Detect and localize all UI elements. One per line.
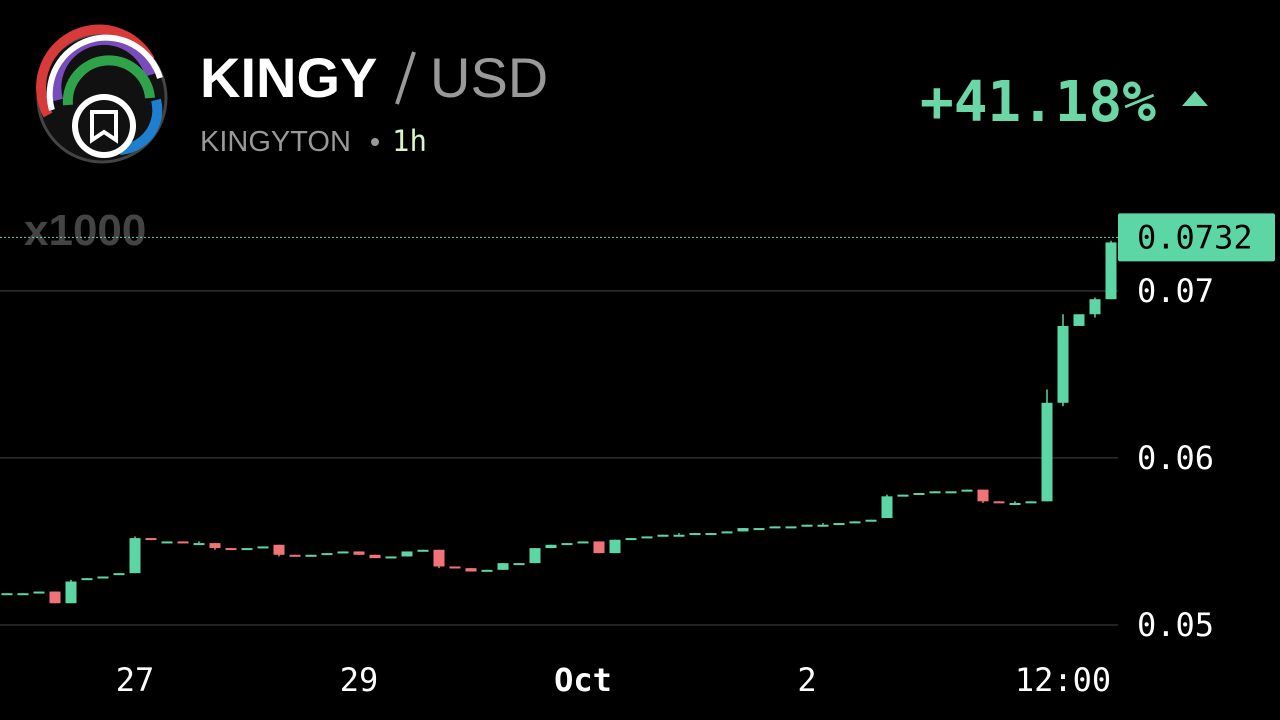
candle-body: [353, 551, 365, 555]
x-tick-label: Oct: [554, 661, 612, 699]
candle-body: [81, 578, 93, 581]
candle-body: [225, 548, 237, 551]
candle-body: [209, 543, 221, 549]
candle-body: [929, 491, 941, 494]
candle-body: [1057, 325, 1069, 403]
candle-body: [273, 544, 285, 555]
candle-body: [881, 496, 893, 519]
candle-body: [849, 521, 861, 524]
candle-body: [449, 566, 461, 569]
candle-body: [897, 494, 909, 497]
candle-body: [401, 551, 413, 557]
candle-body: [801, 524, 813, 527]
candle-body: [257, 546, 269, 549]
last-price-box: [1118, 213, 1275, 262]
dot-separator: [371, 138, 379, 146]
base-symbol: KINGY: [200, 46, 377, 109]
candle-body: [385, 556, 397, 559]
candle-body: [1041, 402, 1053, 502]
x-tick-label: 12:00: [1015, 661, 1111, 699]
candle-body: [1089, 299, 1101, 315]
candle-body: [817, 524, 829, 527]
candle-body: [1073, 314, 1085, 326]
candle-body: [785, 526, 797, 529]
candle-body: [609, 539, 621, 554]
candle-body: [865, 519, 877, 522]
candle-body: [1, 593, 13, 596]
token-name: KINGYTON: [200, 126, 351, 158]
candle-body: [33, 591, 45, 594]
candle-body: [673, 534, 685, 537]
y-tick-label: 0.07: [1137, 272, 1214, 310]
candle-body: [161, 541, 173, 544]
candle-body: [513, 563, 525, 566]
candle-body: [961, 489, 973, 492]
candle-body: [129, 538, 141, 574]
candle-body: [65, 581, 77, 604]
candle-body: [833, 523, 845, 526]
candle-body: [705, 533, 717, 536]
candle-body: [17, 593, 29, 596]
change-arrow: [1182, 91, 1208, 106]
last-price-label: 0.0732: [1137, 218, 1253, 256]
candle-body: [593, 541, 605, 554]
candle-body: [433, 549, 445, 567]
candle-body: [913, 492, 925, 495]
x-tick-label: 29: [340, 661, 379, 699]
candle-body: [641, 536, 653, 539]
candle-body: [721, 531, 733, 534]
candle-body: [481, 569, 493, 572]
candle-body: [337, 551, 349, 554]
candle-body: [177, 541, 189, 544]
candle-body: [577, 541, 589, 544]
candle-body: [305, 554, 317, 557]
candle-body: [737, 528, 749, 532]
candle-body: [241, 548, 253, 551]
price-change: +41.18%: [920, 70, 1156, 135]
watermark: x1000: [24, 206, 146, 255]
candle-body: [545, 544, 557, 549]
candle-body: [993, 501, 1005, 504]
x-tick-label: 2: [797, 661, 816, 699]
candle-body: [193, 543, 205, 546]
candle-body: [145, 538, 157, 541]
candle-body: [657, 534, 669, 537]
candle-body: [369, 554, 381, 559]
interval: 1h: [392, 124, 427, 158]
pair-separator: [395, 51, 416, 105]
candle-body: [97, 576, 109, 579]
x-tick-label: 27: [116, 661, 155, 699]
candle-body: [1009, 503, 1021, 506]
candle-body: [49, 591, 61, 604]
candle-body: [289, 554, 301, 557]
candle-body: [465, 568, 477, 572]
candle-body: [561, 543, 573, 546]
candle-body: [497, 563, 509, 570]
candle-body: [1105, 242, 1117, 300]
quote-symbol: USD: [430, 46, 548, 109]
y-tick-label: 0.05: [1137, 606, 1214, 644]
candle-body: [113, 573, 125, 576]
token-logo: [36, 24, 168, 164]
candle-body: [769, 526, 781, 529]
y-tick-label: 0.06: [1137, 439, 1214, 477]
candle-body: [529, 548, 541, 564]
candle-body: [417, 549, 429, 552]
plot: 0.05 0.06 0.07 27 29 Oct 2 12:00 0.0732: [0, 213, 1275, 699]
candle-body: [1025, 501, 1037, 504]
candle-body: [753, 528, 765, 531]
candle-body: [977, 489, 989, 502]
candle-body: [689, 533, 701, 536]
candle-body: [945, 491, 957, 494]
candle-body: [321, 553, 333, 556]
candle-body: [625, 538, 637, 541]
